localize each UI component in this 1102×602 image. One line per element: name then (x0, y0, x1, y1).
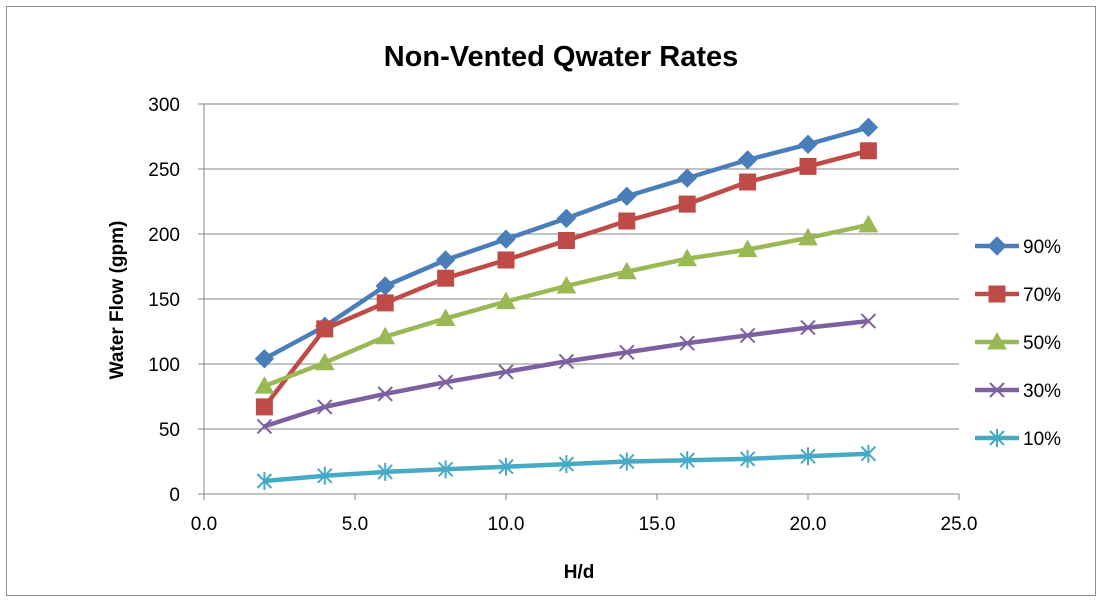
data-point (617, 186, 637, 207)
data-point (799, 157, 817, 175)
legend-marker (987, 331, 1007, 350)
data-point (437, 460, 454, 479)
x-tick-label: 5.0 (342, 514, 368, 535)
data-point (860, 313, 877, 329)
data-point (558, 353, 575, 370)
legend-label: 10% (1023, 429, 1061, 450)
chart-title: Non-Vented Qwater Rates (384, 41, 739, 73)
data-point (317, 399, 333, 415)
data-point (435, 308, 456, 326)
data-point (860, 444, 877, 463)
legend-item: 50% (975, 331, 1061, 354)
data-point (858, 117, 879, 138)
data-point (679, 335, 695, 351)
data-point (616, 261, 637, 280)
data-point (496, 291, 516, 310)
x-tick-labels: 0.0 5.0 10.0 15.0 20.0 25.0 (191, 514, 978, 535)
data-point (376, 294, 394, 312)
data-point (256, 418, 273, 435)
legend-marker (989, 429, 1005, 447)
data-point (496, 229, 516, 249)
data-point (618, 212, 636, 230)
data-point (858, 214, 879, 233)
axes (198, 103, 960, 500)
data-point (739, 449, 756, 468)
gridlines (204, 103, 959, 430)
data-point (254, 376, 275, 394)
data-point (256, 472, 273, 490)
data-point (317, 466, 333, 485)
legend-label: 90% (1023, 237, 1061, 258)
legend-marker (988, 285, 1006, 303)
data-point (437, 374, 454, 390)
data-point (497, 251, 515, 269)
data-point (619, 344, 635, 361)
data-point (800, 319, 816, 336)
y-tick-label: 300 (148, 95, 180, 116)
data-point (800, 447, 816, 466)
data-point (377, 462, 393, 481)
data-point (435, 250, 456, 270)
y-tick-labels: 0 50 100 150 200 250 300 (148, 95, 180, 506)
legend-item: 30% (975, 381, 1061, 402)
data-point (798, 227, 818, 246)
data-point (859, 142, 877, 160)
data-point (678, 195, 696, 213)
y-tick-label: 150 (148, 290, 180, 311)
y-tick-label: 0 (169, 485, 180, 506)
legend-item: 10% (975, 429, 1061, 450)
y-tick-label: 100 (148, 355, 180, 376)
series-50pct (254, 214, 879, 394)
data-point (314, 352, 335, 371)
data-point (437, 269, 455, 287)
series-70pct (255, 142, 877, 416)
data-point (254, 349, 275, 369)
data-point (677, 248, 698, 267)
data-point (255, 398, 273, 416)
data-point (739, 327, 756, 344)
data-point (377, 386, 393, 402)
x-axis-title: H/d (564, 562, 595, 583)
data-point (737, 150, 758, 170)
x-tick-label: 15.0 (639, 514, 676, 535)
series-30pct (256, 313, 877, 435)
legend: 90% 70% 50% 30% 10% (975, 236, 1061, 450)
data-point (556, 208, 577, 229)
data-point (375, 326, 396, 345)
series-group (254, 117, 879, 490)
legend-label: 30% (1023, 381, 1061, 402)
data-point (677, 168, 697, 188)
data-point (737, 239, 758, 258)
series-line (263, 318, 869, 429)
y-tick-label: 200 (148, 225, 180, 246)
series-10pct (256, 444, 877, 490)
x-tick-label: 25.0 (941, 514, 978, 535)
legend-label: 70% (1023, 285, 1061, 306)
y-tick-label: 250 (148, 160, 180, 181)
legend-label: 50% (1023, 333, 1061, 354)
data-point (557, 232, 575, 249)
legend-item: 90% (975, 236, 1061, 258)
x-tick-label: 20.0 (790, 514, 827, 535)
y-axis-title: Water Flow (gpm) (107, 221, 128, 380)
data-point (798, 134, 818, 155)
data-point (498, 457, 514, 476)
legend-item: 70% (975, 285, 1061, 306)
data-point (316, 320, 334, 338)
data-point (498, 364, 514, 380)
data-point (739, 173, 757, 191)
data-point (556, 275, 577, 294)
y-tick-label: 50 (159, 420, 180, 441)
legend-marker (989, 382, 1005, 398)
data-point (679, 451, 695, 470)
legend-marker (987, 236, 1007, 256)
x-tick-label: 0.0 (191, 514, 217, 535)
data-point (558, 455, 575, 474)
data-point (619, 452, 635, 471)
x-tick-label: 10.0 (488, 514, 525, 535)
